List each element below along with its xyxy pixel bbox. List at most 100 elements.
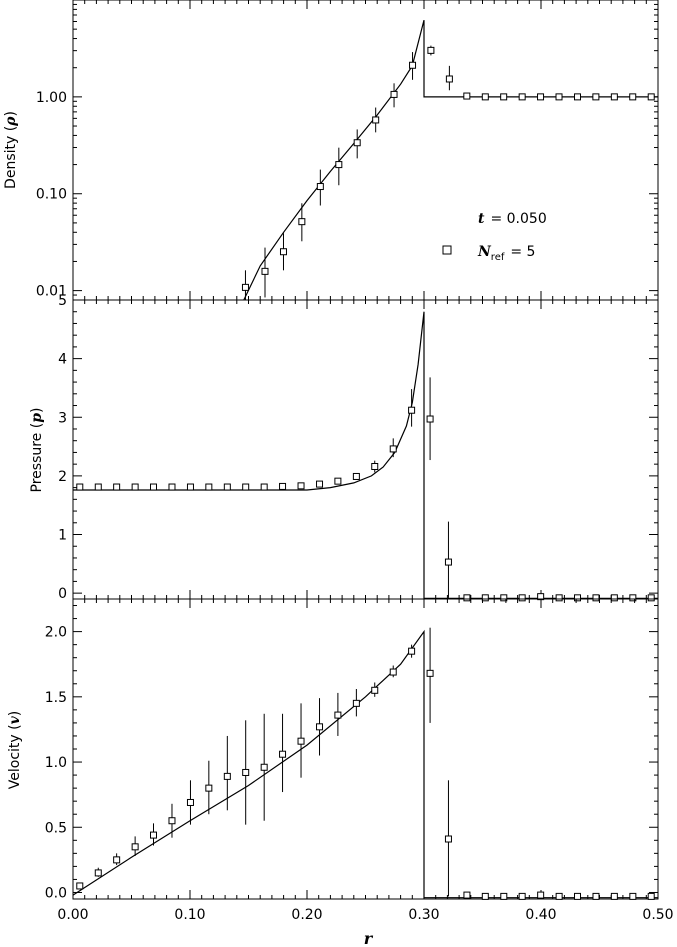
- svg-text:Nref= 5: Nref = 5: [477, 244, 535, 263]
- plot-frame: [72, 299, 659, 600]
- data-point: [316, 723, 324, 731]
- data-point: [131, 843, 139, 851]
- legend-marker-square: [442, 245, 452, 255]
- data-point: [335, 161, 343, 169]
- data-point: [76, 882, 84, 890]
- y-tick-label: 4: [58, 352, 67, 368]
- data-point: [555, 892, 563, 900]
- y-tick-label: 3: [58, 410, 67, 426]
- data-point: [647, 892, 655, 900]
- data-point: [261, 267, 269, 275]
- time-annotation: t = 0.050: [478, 211, 547, 227]
- y-tick-label: 0.01: [36, 284, 67, 300]
- x-axis-label: r: [364, 929, 374, 947]
- velocity-axis-label: Velocity (v): [7, 711, 23, 789]
- pressure-panel: 0 1 2 3 4 5: [58, 293, 659, 602]
- time-value: = 0.050: [490, 211, 546, 227]
- plot-frame: [72, 598, 659, 900]
- data-point: [149, 831, 157, 839]
- data-point: [334, 711, 342, 719]
- y-tick-label: 0.0: [45, 885, 67, 901]
- data-point: [444, 558, 452, 566]
- data-point: [444, 835, 452, 843]
- data-point: [223, 483, 231, 491]
- legend: Nref = 5: [442, 244, 535, 263]
- data-point: [500, 594, 508, 602]
- data-point: [149, 483, 157, 491]
- y-tick-label: 0.5: [45, 820, 67, 836]
- x-tick-label: 0.00: [57, 907, 88, 923]
- data-point: [242, 483, 250, 491]
- data-point: [481, 594, 489, 602]
- density-panel: 0.01 0.10 1.00: [36, 0, 659, 301]
- data-point: [297, 482, 305, 490]
- pressure-axis-label: Pressure (p): [29, 408, 45, 493]
- data-point: [426, 415, 434, 423]
- y-tick-label: 0: [58, 586, 67, 602]
- density-axis-label: Density (ρ): [3, 111, 19, 189]
- legend-value: = 5: [510, 244, 535, 260]
- data-point: [518, 892, 526, 900]
- data-point: [389, 668, 397, 676]
- data-point: [316, 183, 324, 191]
- x-tick-label: 0.20: [291, 907, 322, 923]
- data-point: [168, 483, 176, 491]
- data-point: [463, 891, 471, 899]
- data-point: [279, 750, 287, 758]
- data-point: [260, 763, 268, 771]
- velocity-panel: 0.0 0.5 1.0 1.5 2.0 0.00 0.10 0.20 0.30 0.40 0.50: [45, 598, 674, 923]
- data-point: [113, 856, 121, 864]
- data-point: [334, 477, 342, 485]
- analytic-solution-line: [72, 629, 658, 899]
- data-point: [371, 463, 379, 471]
- y-tick-label: 1.5: [45, 690, 67, 706]
- data-point: [408, 406, 416, 414]
- legend-symbol: N: [477, 244, 492, 260]
- data-point: [647, 93, 655, 101]
- data-point: [352, 472, 360, 480]
- y-tick-label: 1: [58, 528, 67, 544]
- data-point: [113, 483, 121, 491]
- data-point: [610, 93, 618, 101]
- data-point: [500, 892, 508, 900]
- data-point: [186, 483, 194, 491]
- data-point: [242, 768, 250, 776]
- y-tick-label: 2: [58, 469, 67, 485]
- data-point: [297, 737, 305, 745]
- data-point: [574, 892, 582, 900]
- data-point: [592, 594, 600, 602]
- data-point: [298, 218, 306, 226]
- data-point: [463, 92, 471, 100]
- data-point: [186, 798, 194, 806]
- plot-frame: [72, 0, 659, 301]
- data-point: [223, 772, 231, 780]
- data-point: [445, 75, 453, 83]
- data-point: [647, 594, 655, 602]
- data-point: [537, 891, 545, 899]
- legend-subscript: ref: [491, 252, 505, 263]
- data-point: [205, 483, 213, 491]
- data-point: [94, 869, 102, 877]
- data-point: [94, 483, 102, 491]
- data-point: [555, 594, 563, 602]
- data-point: [574, 93, 582, 101]
- data-point: [260, 483, 268, 491]
- data-point: [389, 445, 397, 453]
- data-point: [481, 93, 489, 101]
- data-point: [537, 93, 545, 101]
- data-point: [518, 594, 526, 602]
- y-tick-label: 2.0: [45, 625, 67, 641]
- data-point: [592, 892, 600, 900]
- data-point: [168, 817, 176, 825]
- data-point: [500, 93, 508, 101]
- data-point: [426, 669, 434, 677]
- x-tick-label: 0.30: [408, 907, 439, 923]
- data-point: [353, 139, 361, 147]
- data-point: [408, 647, 416, 655]
- x-tick-label: 0.40: [525, 907, 556, 923]
- y-tick-label: 1.00: [36, 90, 67, 106]
- y-tick-label: 0.10: [36, 187, 67, 203]
- data-point: [390, 90, 398, 98]
- analytic-solution-line: [243, 19, 658, 301]
